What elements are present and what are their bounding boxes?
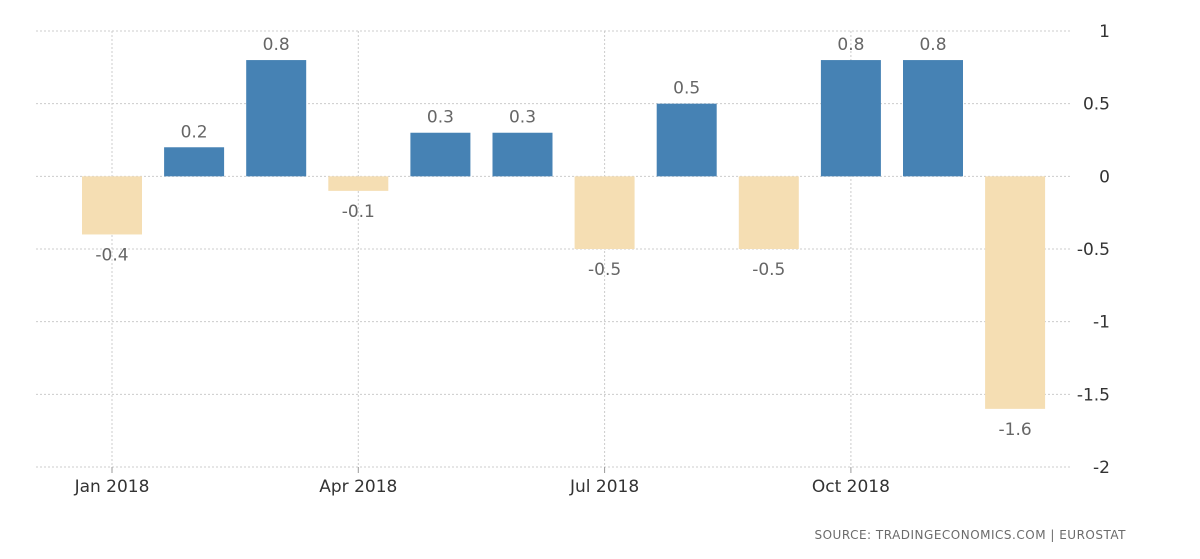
y-tick-label: -2 bbox=[1093, 458, 1110, 478]
bar bbox=[328, 176, 389, 191]
y-tick-label: -1 bbox=[1093, 313, 1110, 333]
x-tick-label: Jul 2018 bbox=[569, 477, 639, 497]
bar bbox=[738, 176, 799, 249]
data-label: -0.4 bbox=[95, 245, 128, 265]
data-label: -1.6 bbox=[999, 420, 1032, 440]
data-label: 0.5 bbox=[673, 79, 700, 99]
bar bbox=[492, 132, 553, 177]
y-tick-label: 1 bbox=[1099, 22, 1110, 42]
y-tick-label: -0.5 bbox=[1077, 240, 1110, 260]
data-label: 0.8 bbox=[919, 35, 946, 55]
data-label: 0.8 bbox=[263, 35, 290, 55]
bar bbox=[410, 132, 471, 177]
data-label: 0.3 bbox=[427, 108, 454, 128]
data-label: 0.3 bbox=[509, 108, 536, 128]
bar bbox=[164, 147, 225, 177]
bar bbox=[574, 176, 635, 249]
bar bbox=[820, 60, 881, 177]
y-tick-label: -1.5 bbox=[1077, 385, 1110, 405]
y-tick-label: 0 bbox=[1099, 167, 1110, 187]
bar bbox=[82, 176, 142, 235]
bar bbox=[656, 103, 717, 177]
x-tick-label: Oct 2018 bbox=[812, 477, 890, 497]
bar bbox=[903, 60, 963, 177]
data-label: -0.5 bbox=[588, 260, 621, 280]
bar bbox=[985, 176, 1046, 409]
y-tick-label: 0.5 bbox=[1083, 95, 1110, 115]
data-label: 0.2 bbox=[181, 122, 208, 142]
data-label: 0.8 bbox=[837, 35, 864, 55]
bar-chart: 1 0.5 0 -0.5 -1 -1.5 -2 Jan 2018 Apr 2018 Jul 201… bbox=[36, 22, 1110, 497]
source-label: SOURCE: TRADINGECONOMICS.COM | EUROSTAT bbox=[814, 528, 1126, 542]
x-tick-label: Apr 2018 bbox=[319, 477, 397, 497]
x-tick-label: Jan 2018 bbox=[74, 477, 150, 497]
data-label: -0.1 bbox=[342, 202, 375, 222]
data-label: -0.5 bbox=[752, 260, 785, 280]
bar bbox=[246, 60, 307, 177]
